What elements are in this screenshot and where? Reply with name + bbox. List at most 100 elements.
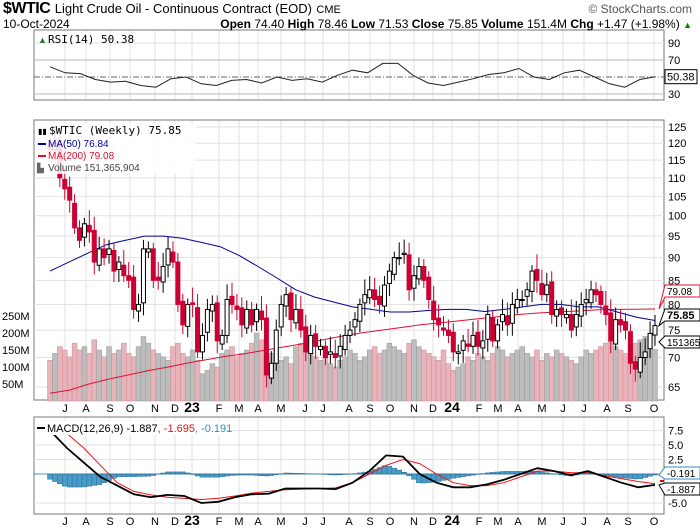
panel-frame (33, 416, 665, 515)
macd-value-tag (658, 482, 700, 496)
candle-body (622, 321, 628, 331)
volume-bar (371, 346, 378, 402)
x-axis-label: S (366, 516, 373, 528)
volume-bar (406, 342, 412, 402)
price-axis-tick: 90 (668, 253, 680, 265)
candle-body (426, 276, 432, 301)
macd-histogram-bar (504, 471, 511, 475)
volume-bar (617, 349, 624, 402)
x-axis-label: O (650, 516, 659, 528)
volume-bar (470, 359, 476, 402)
x-axis-label: F (216, 516, 223, 528)
volume-bar (327, 363, 334, 402)
x-axis-label: J (560, 403, 566, 415)
volume-bar (96, 349, 102, 402)
price-axis-tick: 75 (668, 325, 680, 337)
candle-body (150, 248, 156, 281)
x-axis-label: M (537, 516, 546, 528)
price-axis-tick: 105 (668, 191, 686, 203)
volume-bar (135, 346, 142, 402)
candle-body (406, 254, 412, 291)
macd-legend-signal: , -1.695 (158, 423, 195, 435)
volume-bar (455, 366, 461, 402)
x-axis-label: S (106, 403, 113, 415)
volume-bar (121, 342, 127, 402)
price-legend-bg (36, 124, 196, 174)
rsi-value-tag-text: 50.38 (667, 72, 695, 84)
volume-bar (57, 346, 63, 402)
volume-bar (475, 353, 481, 402)
close-label: Close (411, 17, 445, 31)
x-axis-label: D (429, 516, 437, 528)
macd-axis-tick: 7.5 (668, 426, 683, 438)
candle-body (544, 284, 550, 296)
x-axis-label: A (82, 403, 90, 415)
volume-bar (465, 356, 471, 402)
volume-bar (460, 363, 466, 402)
panel-frame (33, 29, 665, 101)
rsi-line (49, 62, 656, 88)
x-axis-label: S (366, 403, 373, 415)
volume-axis-tick: 150M (2, 345, 30, 357)
volume-bar (367, 349, 373, 402)
ma200-legend-swatch (38, 155, 46, 157)
macd-histogram-bar (62, 473, 68, 487)
candle-body (244, 308, 250, 329)
ma200-tag-text: 79.08 (667, 287, 692, 298)
candle-body (450, 331, 456, 353)
macd-histogram-bar (209, 473, 216, 478)
volume-bar (209, 363, 216, 402)
candle-body (214, 302, 220, 342)
volume-bar (652, 349, 658, 402)
candle-body (283, 294, 289, 307)
x-axis-label: 24 (444, 512, 460, 528)
volume-bar (219, 353, 225, 402)
volume-bar (534, 349, 540, 402)
candle-body (549, 281, 555, 316)
volume-axis-tick: 200M (2, 328, 30, 340)
x-axis-label: M (493, 403, 502, 415)
x-axis-label: D (429, 403, 437, 415)
candle-body (313, 333, 319, 347)
candle-body (386, 270, 392, 284)
volume-bar (598, 346, 604, 402)
volume-bar (544, 353, 550, 402)
candle-body (101, 248, 107, 259)
x-axis-label: A (603, 516, 611, 528)
candle-body (618, 319, 624, 326)
x-axis-label: N (410, 403, 418, 415)
macd-histogram-bar (219, 473, 225, 477)
candle-body (495, 324, 501, 342)
candle-body (224, 299, 230, 336)
candle-body (165, 248, 171, 266)
volume-bar (421, 349, 427, 402)
instrument-name: Light Crude Oil - Continuous Contract (E… (54, 1, 312, 16)
x-axis-label: S (624, 403, 631, 415)
candle-body (608, 312, 614, 342)
ma200-legend: MA(200) 79.08 (48, 151, 115, 162)
candle-body (322, 345, 328, 359)
candle-body (632, 361, 638, 370)
volume-bar (283, 356, 289, 402)
volume-bar (445, 363, 452, 402)
chart-title: $WTIC Light Crude Oil - Continuous Contr… (3, 0, 341, 18)
candle-body (367, 289, 373, 299)
volume-axis-tick: 100M (2, 362, 30, 374)
macd-histogram-bar (76, 473, 83, 488)
candle-body (195, 307, 201, 353)
macd-histogram-bar (116, 473, 122, 477)
macd-signal-line (49, 424, 656, 501)
volume-bar (253, 332, 260, 402)
close-value: 75.85 (447, 17, 478, 31)
volume-bar (312, 356, 319, 402)
candle-body (578, 303, 584, 317)
volume-bar (381, 349, 388, 402)
candle-body (219, 334, 225, 345)
volume-value: 151.4M (526, 17, 567, 31)
candle-body (411, 275, 417, 289)
candle-body (337, 345, 343, 357)
price-axis-tick: 95 (668, 231, 680, 243)
x-axis-label: A (254, 516, 262, 528)
candle-body (480, 340, 486, 349)
x-axis-label: O (126, 403, 135, 415)
